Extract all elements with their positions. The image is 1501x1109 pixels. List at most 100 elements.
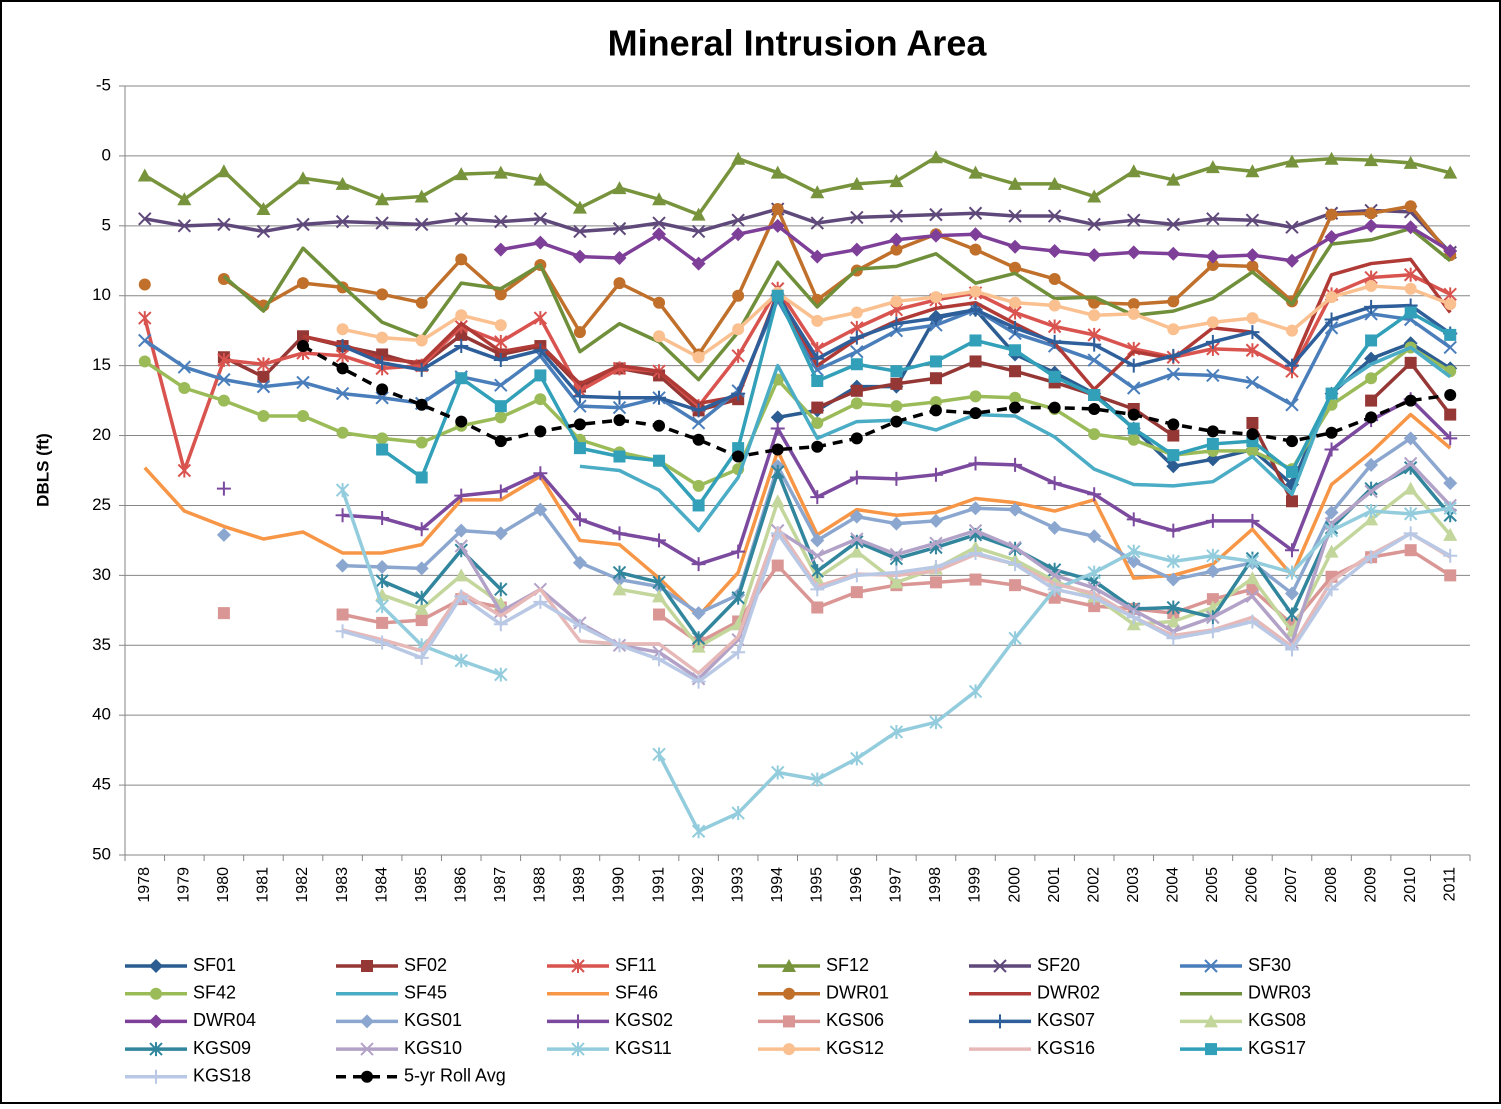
marker	[414, 362, 429, 377]
marker	[137, 168, 152, 182]
marker	[993, 1014, 1007, 1029]
marker	[1166, 523, 1181, 538]
marker	[376, 432, 389, 445]
marker	[968, 302, 983, 317]
marker	[691, 631, 706, 646]
marker	[414, 217, 429, 232]
marker	[1166, 614, 1181, 628]
x-tick-label: 1990	[611, 867, 628, 903]
marker	[1443, 165, 1458, 179]
marker	[1048, 299, 1061, 312]
marker	[138, 212, 152, 226]
marker	[1246, 428, 1259, 441]
marker	[1088, 402, 1101, 415]
marker	[1127, 381, 1141, 395]
legend-label: KGS11	[615, 1038, 672, 1058]
series-line	[222, 204, 1452, 357]
marker	[612, 400, 627, 415]
series	[336, 279, 1457, 364]
legend-item: DWR01	[758, 982, 889, 1002]
marker	[573, 326, 586, 339]
marker	[494, 605, 508, 619]
legend-label: KGS17	[1248, 1038, 1306, 1058]
marker	[731, 544, 746, 559]
marker	[1285, 607, 1299, 622]
marker	[1047, 319, 1062, 334]
marker	[1167, 323, 1180, 336]
x-tick-label: 1986	[452, 867, 469, 903]
series-line	[143, 273, 1451, 473]
y-axis-title: DBLS (ft)	[33, 433, 52, 507]
marker	[534, 393, 547, 406]
marker	[612, 250, 627, 265]
marker	[928, 559, 943, 574]
marker	[455, 372, 468, 385]
marker	[454, 319, 468, 334]
marker	[494, 214, 508, 229]
marker	[929, 536, 943, 550]
marker	[1284, 253, 1299, 268]
marker	[771, 289, 784, 302]
marker	[968, 456, 983, 471]
marker	[810, 533, 825, 548]
marker	[375, 559, 390, 574]
marker	[1087, 590, 1102, 605]
marker	[969, 285, 982, 298]
marker	[414, 601, 429, 615]
marker	[783, 1043, 795, 1056]
marker	[335, 624, 350, 639]
marker	[1126, 164, 1141, 178]
marker	[177, 360, 192, 374]
y-tick-label: 25	[92, 495, 111, 514]
marker	[256, 202, 271, 216]
marker	[968, 545, 983, 560]
marker	[968, 165, 983, 179]
series-line	[144, 207, 1452, 254]
marker	[297, 409, 310, 422]
marker	[613, 414, 626, 427]
marker	[1009, 579, 1022, 592]
marker	[415, 334, 428, 347]
marker	[296, 171, 311, 185]
marker	[494, 378, 508, 392]
marker	[1206, 593, 1219, 606]
marker	[1087, 353, 1101, 367]
marker	[1009, 391, 1022, 404]
legend-label: SF42	[193, 982, 236, 1002]
marker	[1127, 298, 1140, 311]
marker	[533, 311, 548, 326]
legend-label: SF45	[404, 982, 447, 1002]
x-tick-label: 2006	[1244, 867, 1261, 903]
marker	[928, 228, 943, 243]
marker	[1047, 334, 1062, 349]
marker	[612, 390, 627, 405]
x-tick-label: 2011	[1441, 867, 1458, 902]
marker	[1127, 433, 1140, 446]
marker	[1443, 476, 1458, 491]
marker	[1364, 153, 1379, 167]
marker	[149, 959, 163, 973]
marker	[375, 511, 390, 526]
x-tick-label: 1984	[373, 867, 390, 903]
marker	[493, 484, 508, 499]
marker	[850, 384, 863, 397]
legend-label: KGS10	[404, 1038, 462, 1058]
marker	[361, 960, 373, 972]
marker	[1047, 582, 1062, 597]
y-tick-label: 40	[92, 705, 111, 724]
marker	[256, 224, 271, 239]
marker	[573, 418, 586, 431]
marker	[1206, 212, 1220, 226]
marker	[1285, 398, 1299, 412]
marker	[849, 176, 864, 190]
marker	[849, 568, 864, 583]
marker	[1088, 428, 1101, 441]
marker	[1166, 572, 1181, 587]
x-tick-label: 2001	[1046, 867, 1063, 903]
marker	[1127, 422, 1140, 435]
marker	[1205, 160, 1220, 174]
marker	[810, 216, 824, 230]
marker	[850, 532, 864, 546]
legend-item: SF42	[125, 982, 236, 1002]
marker	[771, 765, 785, 780]
